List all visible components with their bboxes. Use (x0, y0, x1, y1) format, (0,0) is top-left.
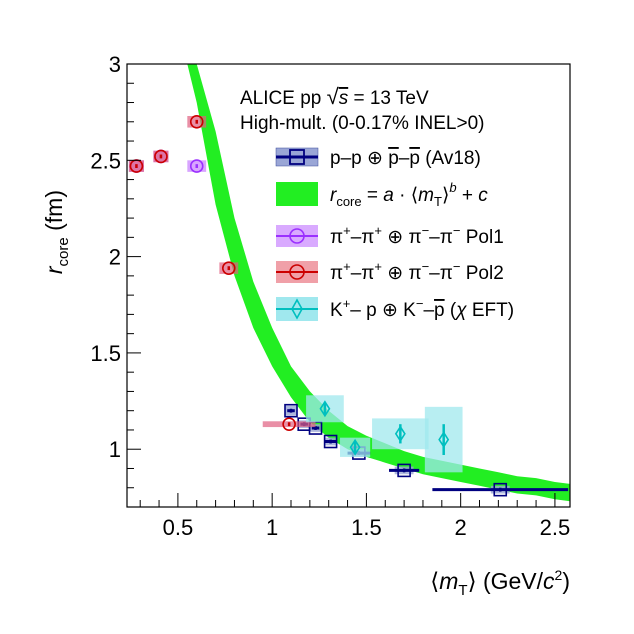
x-tick-label: 0.5 (163, 515, 194, 540)
x-tick-label: 2.5 (540, 515, 571, 540)
data-point-square (284, 403, 298, 418)
legend-label-fit: rcore = a · ⟨mT⟩b + c (330, 180, 488, 209)
legend-label-av18: p–p ⊕ p–p (Av18) (330, 148, 481, 169)
data-point-diamond (438, 431, 450, 449)
legend-entry-av18: p–p ⊕ p–p (Av18) (275, 147, 481, 169)
data-point-circle (221, 261, 236, 275)
legend-fit-swatch (276, 182, 318, 206)
plot-area (128, 64, 570, 502)
y-tick-label: 2 (109, 245, 121, 270)
data-point-circle (189, 114, 204, 129)
data-point-diamond (349, 438, 361, 456)
legend-entry-kp: K+– p ⊕ K−–p (χ EFT) (276, 296, 514, 321)
legend-label-kp: K+– p ⊕ K−–p (χ EFT) (330, 296, 514, 321)
series-3 (306, 395, 463, 473)
y-tick-label: 3 (109, 52, 121, 77)
plot-frame (126, 63, 571, 508)
x-tick-label: 2 (455, 515, 467, 540)
legend-open-diamond-marker (291, 298, 303, 320)
x-tick-label: 1 (266, 515, 278, 540)
y-tick-label: 2.5 (90, 148, 121, 173)
header-line-1: ALICE pp √s = 13 TeV (240, 84, 429, 109)
legend-entry-fit: rcore = a · ⟨mT⟩b + c (276, 180, 488, 209)
y-tick-label: 1 (109, 437, 121, 462)
y-axis-title: rcore (fm) (41, 190, 72, 274)
data-point-square (323, 434, 338, 449)
legend-open-circle-marker (289, 264, 305, 280)
data-point-diamond (394, 425, 406, 443)
legend-label-pol1: π+–π+ ⊕ π−–π− Pol1 (330, 223, 504, 248)
legend: p–p ⊕ p–p (Av18) rcore = a · ⟨mT⟩b + c π… (275, 147, 514, 321)
data-point-diamond (319, 400, 331, 418)
legend-open-square-marker (289, 149, 305, 165)
axes: 0.5 1 1.5 2 2.5 1 1.5 2 2.5 3 (90, 52, 571, 540)
legend-entry-pol2: π+–π+ ⊕ π−–π− Pol2 (276, 259, 504, 284)
data-point-circle (154, 149, 168, 164)
header-line-2: High-mult. (0-0.17% INEL>0) (240, 113, 484, 134)
series-2 (128, 114, 316, 431)
legend-open-circle-marker (289, 228, 305, 244)
x-tick-label: 1.5 (351, 515, 382, 540)
plot-content (128, 64, 570, 502)
legend-label-pol2: π+–π+ ⊕ π−–π− Pol2 (330, 259, 504, 284)
data-point-square (493, 482, 508, 497)
data-point-square (397, 463, 411, 478)
data-point-circle (282, 417, 296, 431)
y-tick-label: 1.5 (90, 341, 121, 366)
data-point-circle (189, 159, 204, 173)
x-axis-title: ⟨mT⟩ (GeV/c2) (430, 567, 570, 599)
legend-entry-pol1: π+–π+ ⊕ π−–π− Pol1 (276, 223, 504, 248)
